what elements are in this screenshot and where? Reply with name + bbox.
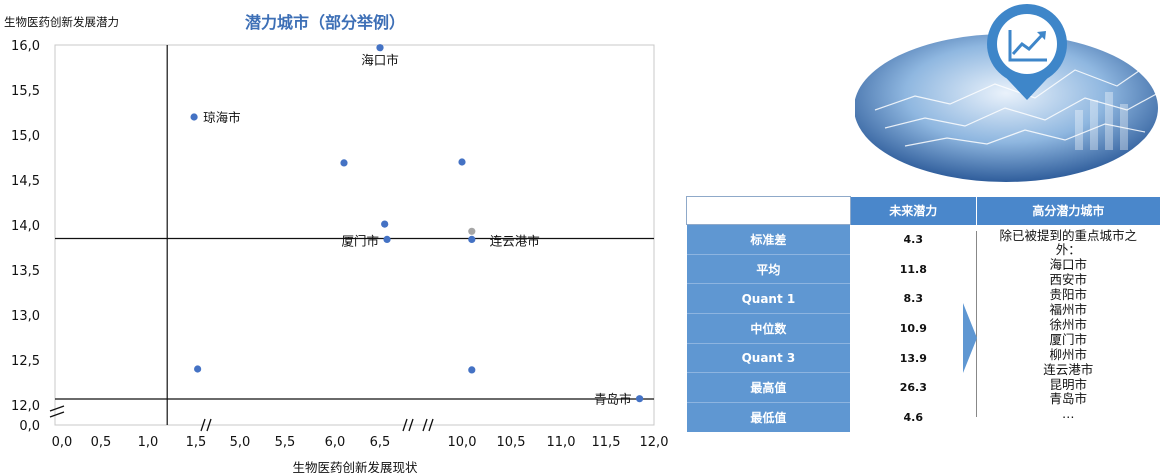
axis-break-marker [402, 418, 414, 432]
x-axis-label: 生物医药创新发展现状 [292, 460, 418, 473]
x-tick-label: 5,5 [275, 435, 296, 450]
stats-header-row: 未来潜力 高分潜力城市 [686, 196, 1160, 225]
stat-label: Quant 1 [686, 283, 851, 314]
cities-list: 除已被提到的重点城市之外： 海口市 西安市 贵阳市 福州市 徐州市 厦门市 柳州市 连云港市昆… [976, 227, 1160, 423]
point-label: 厦门市 [342, 233, 380, 248]
stat-label: 平均 [686, 253, 851, 284]
scatter-point [458, 158, 466, 166]
city-item: 昆明市 [1049, 376, 1087, 392]
stat-label: 中位数 [686, 313, 851, 344]
city-item: 徐州市 [1049, 316, 1087, 332]
scatter-point [190, 113, 198, 121]
x-tick-label: 11,0 [547, 435, 576, 450]
stat-label: 标准差 [686, 224, 851, 255]
y-tick-label: 14,5 [11, 174, 40, 189]
axis-break-marker [49, 405, 65, 418]
stat-label: 最低值 [686, 402, 851, 432]
y-tick-label: 13,5 [11, 264, 40, 279]
city-item: 贵阳市 [1049, 287, 1087, 303]
divider [976, 230, 978, 417]
stat-value: 4.6 [850, 402, 977, 432]
stats-row: 标准差 4.3 除已被提到的重点城市之外： 海口市 西安市 贵阳市 福州市 徐州市 厦门市… [686, 224, 1160, 432]
scatter-point [376, 44, 384, 52]
plot-frame [54, 44, 655, 426]
line-chart-up-icon [987, 4, 1067, 100]
stats-row: 最高值 26.3 [686, 372, 1161, 403]
x-tick-label: 0,5 [91, 435, 112, 450]
stats-row: 中位数 10.9 [686, 313, 1161, 344]
stats-table: 未来潜力 高分潜力城市 标准差 4.3 除已被提到的重点城市之外： 海口市 西安市… [686, 196, 1160, 432]
stats-row: Quant 3 13.9 [686, 342, 1161, 373]
point-label: 海口市 [361, 53, 399, 68]
y-axis-label: 生物医药创新发展潜力 [4, 15, 119, 29]
stat-value: 4.3 [850, 224, 977, 255]
axis-break-marker [422, 418, 434, 432]
scatter-point [468, 366, 476, 374]
x-tick-label: 12,0 [640, 435, 669, 450]
illustration [855, 4, 1161, 182]
stat-value: 11.8 [850, 254, 977, 284]
header-future-potential: 未来潜力 [849, 196, 977, 225]
scatter-point [468, 235, 476, 243]
x-tick-label: 10,5 [497, 435, 526, 450]
scatter-point [468, 227, 476, 235]
stat-value: 26.3 [850, 372, 977, 403]
y-tick-label: 13,0 [11, 309, 40, 324]
y-tick-label: 0,0 [19, 419, 40, 434]
globe-chart-lines [874, 59, 1161, 147]
city-item: 柳州市 [1049, 346, 1087, 362]
x-tick-label: 0,0 [52, 435, 73, 450]
y-tick-label: 15,5 [11, 84, 40, 99]
x-tick-label: 1,0 [138, 435, 159, 450]
scatter-point [340, 159, 348, 167]
city-item: 连云港市 [1043, 361, 1094, 377]
point-label: 琼海市 [203, 110, 241, 125]
x-tick-label: 5,0 [230, 435, 251, 450]
city-item: 西安市 [1049, 272, 1087, 288]
scatter-chart: 潜力城市（部分举例） 生物医药创新发展潜力 生物医药创新发展现状 0,0 12,0… [4, 13, 669, 473]
stat-value: 8.3 [850, 283, 977, 314]
y-tick-label: 14,0 [11, 219, 40, 234]
axis-break-marker [200, 418, 212, 432]
city-item: … [1061, 406, 1075, 422]
stat-label: 最高值 [686, 372, 851, 403]
x-tick-label: 11,5 [592, 435, 621, 450]
y-tick-label: 15,0 [11, 129, 40, 144]
stats-row: 平均 11.8 [686, 253, 1161, 284]
stats-row: 最低值 4.6 [686, 402, 1161, 432]
cities-intro: 除已被提到的重点城市之外： [999, 227, 1137, 258]
scatter-point [636, 395, 644, 403]
arrow-right-icon [963, 302, 978, 373]
x-tick-label: 6,0 [325, 435, 346, 450]
scatter-point [194, 365, 202, 373]
stat-label: Quant 3 [686, 342, 851, 373]
stat-value: 13.9 [850, 343, 977, 373]
stat-value: 10.9 [850, 313, 977, 344]
scatter-point [381, 220, 389, 228]
chart-title: 潜力城市（部分举例） [245, 13, 405, 32]
cities-cell: 除已被提到的重点城市之外： 海口市 西安市 贵阳市 福州市 徐州市 厦门市 柳州市 连云港市昆… [963, 224, 1160, 432]
city-item: 福州市 [1049, 302, 1087, 318]
y-tick-label: 12,5 [11, 354, 40, 369]
y-tick-label: 12,0 [11, 399, 40, 414]
x-tick-label: 10,0 [448, 435, 477, 450]
point-label: 青岛市 [594, 392, 632, 407]
city-item: 海口市 [1049, 257, 1087, 273]
globe-bars [1075, 92, 1128, 150]
header-blank [686, 196, 851, 225]
city-item: 青岛市 [1049, 391, 1087, 407]
header-high-potential-cities: 高分潜力城市 [975, 196, 1160, 225]
y-tick-label: 16,0 [11, 39, 40, 54]
x-tick-label: 6,5 [370, 435, 391, 450]
point-label: 连云港市 [490, 233, 540, 248]
stats-row: Quant 1 8.3 [686, 283, 1161, 314]
city-item: 厦门市 [1049, 331, 1087, 347]
x-tick-label: 1,5 [186, 435, 207, 450]
scatter-point [383, 235, 391, 243]
